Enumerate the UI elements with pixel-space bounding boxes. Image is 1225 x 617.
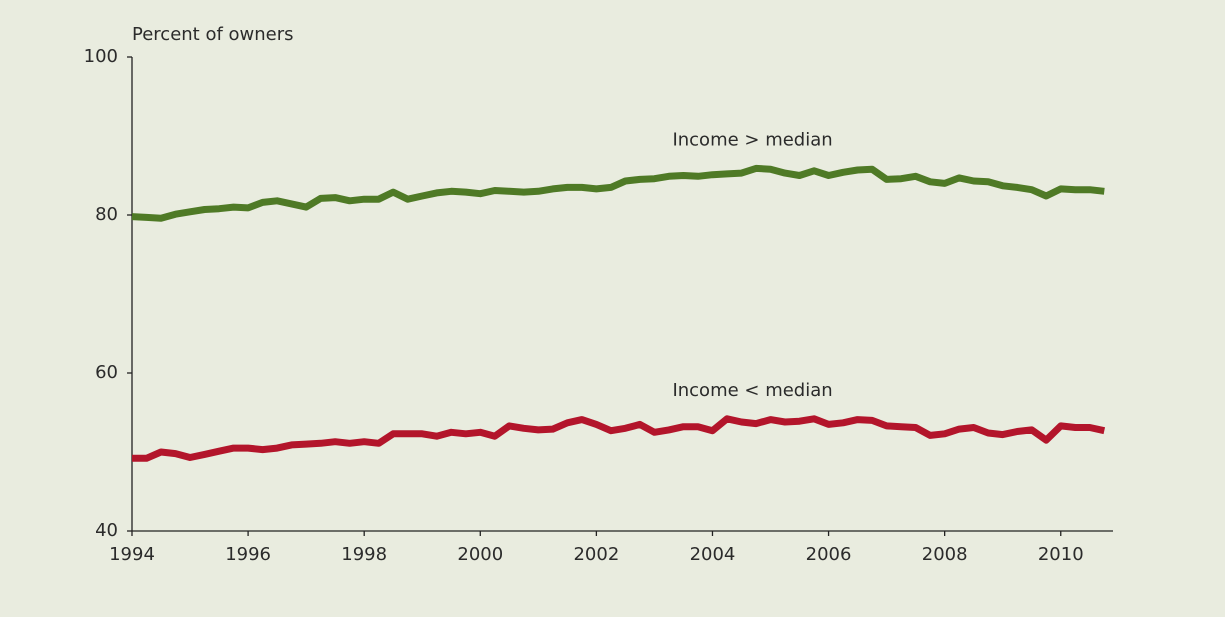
series-label: Income > median — [672, 129, 832, 150]
x-tick-label: 2002 — [573, 544, 619, 565]
y-tick-label: 60 — [95, 362, 118, 383]
x-tick-label: 2008 — [922, 544, 968, 565]
x-tick-label: 2004 — [690, 544, 736, 565]
x-tick-label: 1994 — [109, 544, 155, 565]
series-line — [132, 415, 1106, 462]
series-label: Income < median — [672, 380, 832, 401]
x-tick-label: 2010 — [1038, 544, 1084, 565]
x-tick-label: 1998 — [341, 544, 387, 565]
y-tick-label: 80 — [95, 204, 118, 225]
x-tick-label: 2000 — [457, 544, 503, 565]
x-tick-label: 2006 — [806, 544, 852, 565]
series-line — [131, 164, 1105, 222]
y-axis-label: Percent of owners — [132, 24, 294, 45]
y-tick-label: 40 — [95, 520, 118, 541]
y-tick-label: 100 — [84, 46, 118, 67]
x-tick-label: 1996 — [225, 544, 271, 565]
